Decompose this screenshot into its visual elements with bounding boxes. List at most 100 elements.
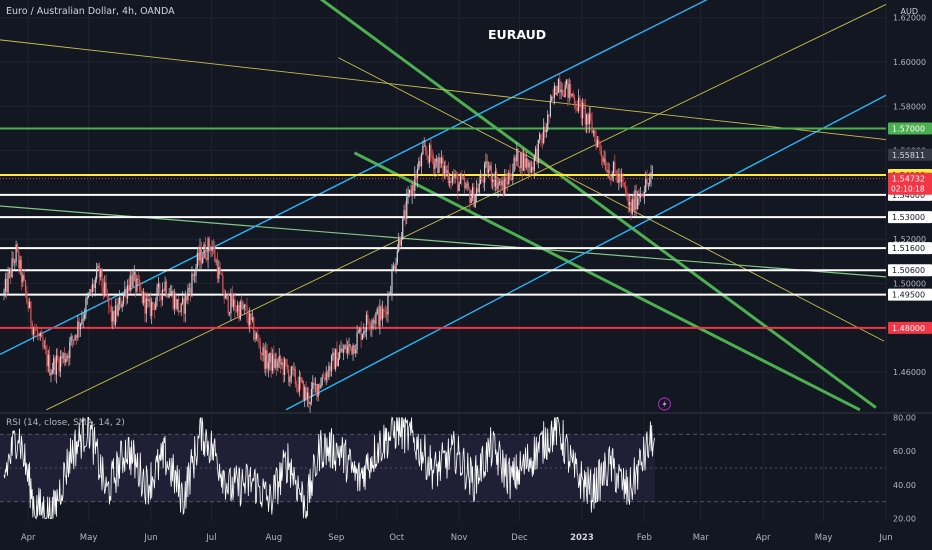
candle-body [126,285,129,299]
rsi-tick-label: 40.00 [893,481,916,490]
candle-body [501,180,503,186]
candle-body [591,120,593,133]
candle-body [176,299,178,310]
candle-body [79,323,82,330]
candle-body [626,191,628,197]
candle-body [49,354,51,376]
candle-body [278,356,280,362]
candle-body [325,372,327,381]
candle-body [114,305,117,325]
candle-body [459,175,462,184]
candle-body [216,260,219,279]
candle-body [329,366,331,372]
candle-body [297,384,299,392]
candle-body [484,164,486,183]
candle-body [431,155,433,159]
candle-body [410,189,412,196]
candle-body [392,265,394,270]
candle-body [481,175,483,180]
candle-body [38,335,40,337]
candle-body [317,384,319,397]
candle-body [450,181,452,183]
candle-body [543,126,545,143]
candle-body [551,96,553,101]
candle-body [6,278,8,293]
candle-body [394,265,396,270]
candle-body [237,304,239,312]
candle-body [612,162,615,175]
candle-body [643,191,645,197]
candle-body [361,333,364,340]
candle-body [39,333,41,337]
candle-body [547,114,549,131]
candle-body [232,299,235,307]
candle-body [373,320,376,324]
candle-body [53,358,55,371]
candle-body [631,199,633,214]
trendline[interactable] [285,94,887,411]
candle-body [157,283,160,288]
candle-body [140,288,142,291]
candle-body [537,139,539,163]
trendline[interactable] [0,39,887,140]
candle-body [305,387,307,399]
candle-body [133,272,135,275]
symbol-info[interactable]: Euro / Australian Dollar, 4h, OANDA [6,6,175,17]
candle-body [390,292,392,295]
price-tag-text: 1.55811 [892,151,925,160]
candle-body [269,352,271,363]
candle-body [514,157,517,162]
candle-body [241,301,243,309]
candle-body [356,332,358,350]
y-tick-label: 1.60000 [893,58,926,67]
candle-body [46,349,48,367]
candle-body [344,345,346,350]
candle-body [199,246,201,261]
x-tick-label: Apr [756,533,771,543]
candle-body [395,262,397,270]
candle-body [400,239,402,246]
candle-body [43,346,45,347]
lightning-glyph [662,400,667,408]
candle-body [449,181,451,183]
candle-body [187,288,189,301]
x-tick-label: Mar [693,533,710,543]
candle-body [267,362,270,369]
candle-body [622,176,624,183]
candle-body [77,321,79,338]
candle-body [340,348,342,352]
candle-body [136,278,138,292]
candle-body [105,282,107,295]
candle-body [313,382,315,385]
candle-body [343,349,345,353]
candle-body [336,349,338,367]
rsi-indicator-label[interactable]: RSI (14, close, SMA, 14, 2) [6,418,125,428]
candle-body [185,293,188,301]
candle-body [92,283,94,292]
candle-body [384,311,386,313]
candle-body [376,308,378,314]
candle-body [113,311,115,325]
trendline[interactable] [316,0,877,409]
candle-body [116,305,118,316]
candle-body [355,349,357,354]
candle-body [145,298,147,314]
candle-body [110,306,113,322]
candle-body [500,181,502,186]
candle-body [533,155,535,171]
x-tick-label: Nov [451,533,468,543]
candle-body [289,377,291,382]
candle-body [165,281,168,296]
candle-body [375,313,377,324]
candle-body [359,328,361,332]
candle-body [604,158,607,171]
candle-body [18,251,20,269]
candle-body [420,154,423,167]
candle-body [57,355,59,360]
candle-body [427,155,429,163]
x-tick-label: May [815,533,833,543]
candle-body [532,166,534,171]
trendline[interactable] [46,4,887,411]
candle-body [198,252,200,261]
